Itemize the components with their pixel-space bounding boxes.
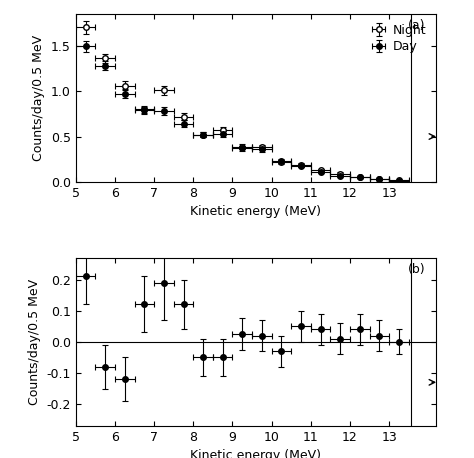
- X-axis label: Kinetic energy (MeV): Kinetic energy (MeV): [191, 449, 321, 458]
- Text: (a): (a): [408, 19, 425, 32]
- X-axis label: Kinetic energy (MeV): Kinetic energy (MeV): [191, 205, 321, 218]
- Y-axis label: Counts/day/0.5 MeV: Counts/day/0.5 MeV: [28, 279, 41, 405]
- Y-axis label: Counts/day/0.5 MeV: Counts/day/0.5 MeV: [32, 35, 46, 161]
- Text: (b): (b): [408, 263, 425, 276]
- Legend: Night, Day: Night, Day: [367, 20, 430, 57]
